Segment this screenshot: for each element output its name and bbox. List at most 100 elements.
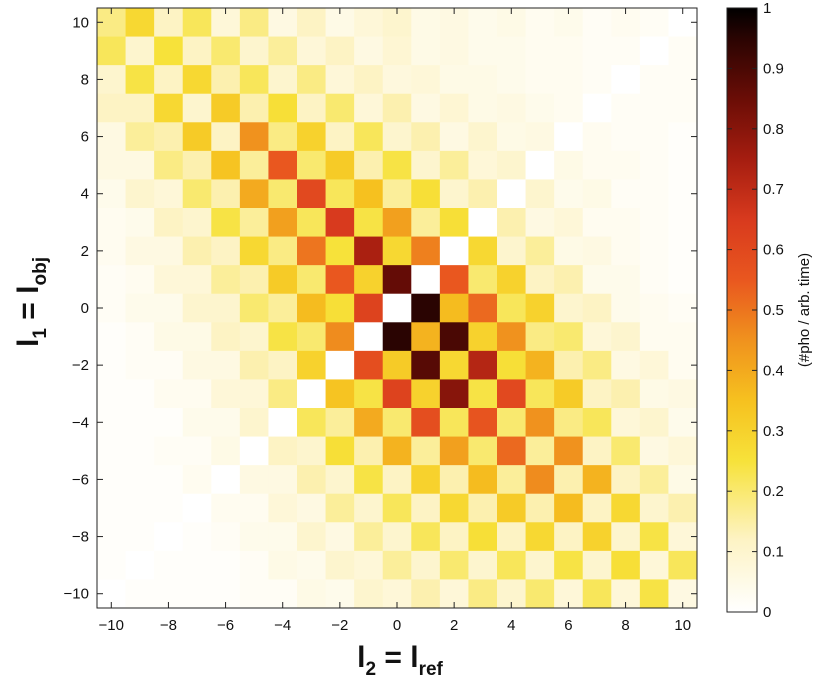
heatmap-cell [382, 150, 412, 180]
heatmap-cell [439, 93, 469, 123]
heatmap-cell [611, 93, 641, 123]
heatmap-cell [297, 65, 326, 95]
x-tick-label: −4 [274, 617, 291, 634]
heatmap-cell [239, 36, 269, 66]
y-axis-title-main: l [12, 339, 45, 347]
heatmap-cell [439, 379, 469, 409]
heatmap-cell [354, 122, 384, 152]
heatmap-cell [639, 65, 669, 95]
heatmap-cell [525, 293, 555, 323]
heatmap-cell [297, 179, 326, 209]
x-tick-label: −10 [99, 617, 124, 634]
heatmap-cell [411, 350, 441, 380]
heatmap-cell [97, 550, 126, 580]
heatmap-cell [382, 122, 412, 152]
heatmap-cell [97, 208, 126, 237]
y-axis-title-sub1: 1 [30, 328, 51, 339]
heatmap-cell [582, 322, 612, 352]
heatmap-cell [182, 322, 212, 352]
x-axis-title-sub2: ref [419, 659, 444, 680]
heatmap-cell [382, 522, 412, 552]
heatmap-cell [325, 322, 355, 352]
heatmap-cell [325, 465, 355, 495]
heatmap-cell [154, 522, 184, 552]
heatmap-cell [497, 522, 526, 552]
heatmap-cell [97, 379, 126, 409]
heatmap-cell [554, 493, 584, 523]
y-tick-label: 4 [81, 186, 89, 203]
heatmap-cell [439, 208, 469, 237]
y-tick-label: 10 [72, 14, 89, 31]
heatmap-cell [154, 465, 184, 495]
heatmap-cell [239, 179, 269, 209]
heatmap-cell [211, 65, 241, 95]
heatmap-cell [154, 436, 184, 466]
heatmap-cell [468, 265, 498, 295]
heatmap-cell [239, 65, 269, 95]
heatmap-cell [411, 179, 441, 209]
heatmap-cell [525, 150, 555, 180]
heatmap-cell [182, 8, 212, 37]
heatmap-cell [182, 579, 212, 609]
heatmap-cell [411, 236, 441, 266]
heatmap-cell [268, 465, 298, 495]
heatmap-cell [182, 408, 212, 437]
y-tick-label: −6 [72, 471, 89, 488]
heatmap-cell [554, 408, 584, 437]
heatmap-cell [382, 408, 412, 437]
heatmap-cell [297, 122, 326, 152]
heatmap-cell [154, 236, 184, 266]
heatmap-cell [297, 36, 326, 66]
heatmap-cell [211, 322, 241, 352]
heatmap-cell [182, 493, 212, 523]
heatmap-cell [268, 522, 298, 552]
heatmap-cell [468, 179, 498, 209]
heatmap-cell [611, 350, 641, 380]
heatmap-cell [582, 522, 612, 552]
heatmap-cell [239, 236, 269, 266]
heatmap-cell [211, 408, 241, 437]
heatmap-cell [582, 65, 612, 95]
heatmap-cell [354, 408, 384, 437]
heatmap-cell [382, 65, 412, 95]
heatmap-cell [325, 408, 355, 437]
heatmap-cell [411, 8, 441, 37]
heatmap-cell [497, 493, 526, 523]
heatmap-cell [125, 379, 155, 409]
heatmap-cell [439, 465, 469, 495]
heatmap-cell [382, 179, 412, 209]
heatmap-cell [239, 465, 269, 495]
heatmap-cell [125, 465, 155, 495]
heatmap-cell [439, 122, 469, 152]
heatmap-cell [497, 208, 526, 237]
heatmap-cell [125, 579, 155, 609]
heatmap-cell [268, 93, 298, 123]
heatmap-cell [325, 550, 355, 580]
heatmap-cell [125, 493, 155, 523]
heatmap-cell [382, 350, 412, 380]
heatmap-cell [268, 150, 298, 180]
heatmap-cell [554, 379, 584, 409]
heatmap-cell [582, 93, 612, 123]
heatmap-cell [611, 179, 641, 209]
heatmap-cell [497, 408, 526, 437]
heatmap-cell [554, 522, 584, 552]
heatmap-cell [582, 493, 612, 523]
heatmap-cell [182, 350, 212, 380]
heatmap-cell [211, 236, 241, 266]
heatmap-cell [497, 93, 526, 123]
heatmap-cell [525, 379, 555, 409]
heatmap-cell [297, 236, 326, 266]
heatmap-cell [211, 465, 241, 495]
heatmap-cell [182, 179, 212, 209]
colorbar-tick-label: 0.1 [763, 544, 784, 561]
heatmap-cell [582, 436, 612, 466]
heatmap-cell [439, 65, 469, 95]
heatmap-cell [211, 179, 241, 209]
heatmap-cell [411, 265, 441, 295]
heatmap-cell [411, 150, 441, 180]
heatmap-cell [582, 408, 612, 437]
heatmap-cell [668, 93, 698, 123]
heatmap-cell [582, 236, 612, 266]
heatmap-cell [468, 522, 498, 552]
